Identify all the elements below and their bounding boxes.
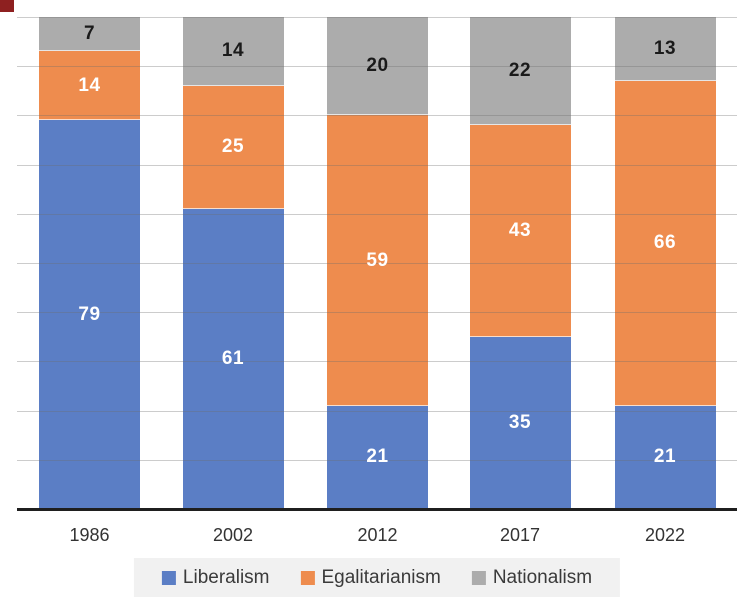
legend-swatch-icon: [471, 570, 486, 585]
x-axis-tick-label: 2022: [644, 525, 686, 545]
bar-segment-egalitarianism-2017: [469, 125, 571, 337]
legend-item-liberalism: Liberalism: [161, 567, 270, 588]
x-axis-tick-label: 1986: [69, 525, 110, 545]
bar-segment-liberalism-2022: [614, 405, 716, 509]
bar-value-label: 22: [508, 60, 532, 82]
bar-segment-egalitarianism-1986: [39, 51, 140, 121]
bar-segment-nationalism-2012: [327, 17, 428, 116]
gridline: [17, 213, 737, 215]
gridline: [17, 459, 737, 461]
legend-item-egalitarianism: Egalitarianism: [300, 567, 441, 588]
x-axis-tick-label: 2012: [357, 525, 398, 545]
bar-value-label: 25: [221, 136, 245, 158]
legend-item-nationalism: Nationalism: [471, 567, 593, 588]
bar-value-label: 14: [221, 40, 245, 62]
bar-segment-nationalism-2022: [614, 17, 716, 81]
bar-segment-liberalism-2012: [327, 405, 428, 509]
chart-legend: Liberalism Egalitarianism Nationalism: [133, 558, 621, 597]
bar-value-label: 66: [653, 232, 677, 254]
bar-segment-egalitarianism-2002: [182, 85, 284, 209]
bar-segment-nationalism-2017: [469, 17, 571, 126]
bar-value-label: 61: [221, 347, 245, 369]
gridline: [17, 66, 737, 68]
bar-value-label: 14: [78, 74, 101, 96]
red-corner-mark: [0, 0, 14, 12]
bar-segment-liberalism-1986: [39, 120, 140, 509]
bar-segment-nationalism-2002: [182, 17, 284, 86]
legend-swatch-icon: [300, 570, 315, 585]
legend-label: Liberalism: [182, 567, 270, 588]
bar-segment-nationalism-1986: [39, 17, 140, 52]
bar-value-label: 21: [366, 446, 389, 468]
bar-value-label: 35: [508, 411, 532, 433]
gridline: [17, 361, 737, 363]
gridline: [17, 164, 737, 166]
bar-value-label: 21: [653, 446, 677, 468]
x-axis-tick-label: 2017: [499, 525, 541, 545]
bar-value-label: 59: [366, 249, 389, 271]
x-axis-line: [17, 508, 737, 511]
bar-segment-liberalism-2017: [469, 336, 571, 509]
gridline: [17, 410, 737, 412]
legend-swatch-icon: [161, 570, 176, 585]
gridline: [17, 115, 737, 117]
legend-label: Egalitarianism: [321, 567, 441, 588]
bar-segment-egalitarianism-2012: [327, 115, 428, 406]
x-axis-tick-label: 2002: [212, 525, 254, 545]
bar-segment-liberalism-2002: [182, 208, 284, 509]
gridline: [17, 312, 737, 314]
bar-value-label: 7: [83, 23, 96, 45]
bar-value-label: 13: [653, 37, 677, 59]
gridline: [17, 17, 737, 18]
bar-segment-egalitarianism-2022: [614, 80, 716, 406]
gridline: [17, 263, 737, 264]
bar-value-label: 79: [78, 303, 101, 325]
legend-label: Nationalism: [492, 567, 593, 588]
bar-value-label: 43: [508, 220, 532, 242]
bar-value-label: 20: [366, 55, 389, 77]
